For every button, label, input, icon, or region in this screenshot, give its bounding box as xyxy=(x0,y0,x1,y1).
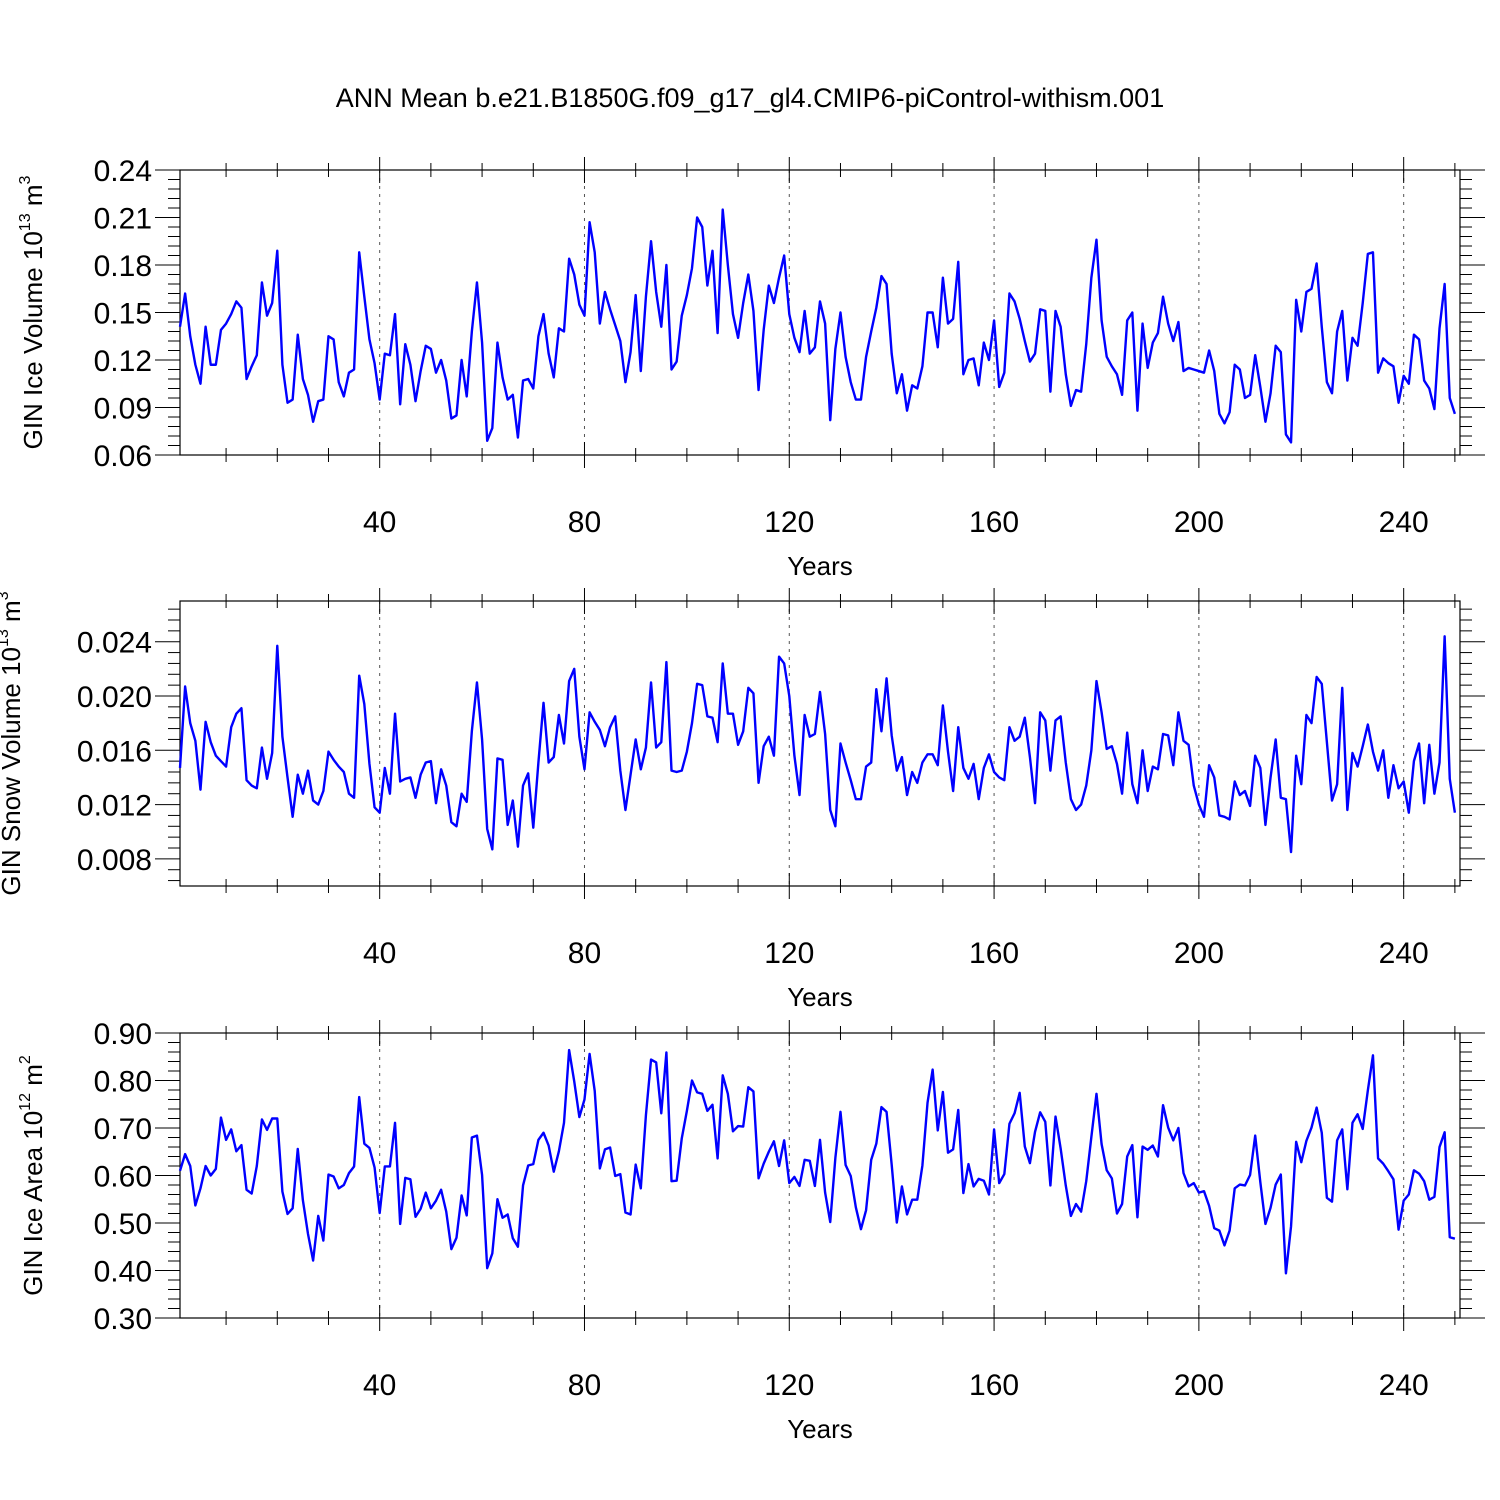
figure-title: ANN Mean b.e21.B1850G.f09_g17_gl4.CMIP6-… xyxy=(336,83,1164,113)
x-tick-label: 40 xyxy=(363,937,396,970)
x-axis-title: Years xyxy=(787,982,853,1012)
x-tick-label: 160 xyxy=(969,506,1019,539)
y-tick-label: 0.12 xyxy=(94,345,152,378)
x-tick-label: 80 xyxy=(568,506,601,539)
y-tick-label: 0.15 xyxy=(94,298,152,331)
y-tick-label: 0.21 xyxy=(94,203,152,236)
y-axis-title-unit-exponent: 3 xyxy=(0,591,12,600)
y-axis-title-text: GIN Snow Volume 10 xyxy=(0,647,26,896)
x-tick-label: 200 xyxy=(1174,937,1224,970)
x-tick-label: 240 xyxy=(1379,937,1429,970)
x-axis-title: Years xyxy=(787,551,853,581)
x-tick-label: 80 xyxy=(568,937,601,970)
y-axis-title: GIN Ice Area 1012 m2 xyxy=(17,1055,48,1296)
series-line xyxy=(178,208,1457,444)
series-line xyxy=(178,635,1457,854)
panel-2: 0.008 0.012 0.016 0.020 0.024 40 80 120 160 200 24… xyxy=(0,588,1485,1012)
y-tick-label: 0.90 xyxy=(94,1018,152,1051)
x-tick-label: 120 xyxy=(764,937,814,970)
x-tick-label: 200 xyxy=(1174,506,1224,539)
y-tick-label: 0.30 xyxy=(94,1303,152,1336)
y-axis-title: GIN Snow Volume 1013 m3 xyxy=(0,591,26,895)
y-axis-title-text: GIN Ice Volume 10 xyxy=(18,231,48,449)
panel-3: 0.30 0.40 0.50 0.60 0.70 0.80 0.90 40 80 120 160 20… xyxy=(17,1018,1485,1444)
y-tick-label: 0.80 xyxy=(94,1066,152,1099)
y-axis-title-unit: m xyxy=(0,600,26,629)
x-tick-label: 160 xyxy=(969,1369,1019,1402)
y-axis-title: GIN Ice Volume 1013 m3 xyxy=(17,175,48,449)
series-line xyxy=(178,1048,1456,1275)
x-tick-label: 120 xyxy=(764,506,814,539)
y-axis-title-unit: m xyxy=(18,184,48,213)
y-tick-label: 0.40 xyxy=(94,1256,152,1289)
x-tick-label: 80 xyxy=(568,1369,601,1402)
x-tick-label: 120 xyxy=(764,1369,814,1402)
x-tick-label: 160 xyxy=(969,937,1019,970)
y-tick-label: 0.24 xyxy=(94,155,152,188)
y-axis-title-unit-exponent: 3 xyxy=(17,175,34,184)
y-tick-label: 0.70 xyxy=(94,1113,152,1146)
y-axis-title-exponent: 12 xyxy=(17,1093,34,1111)
y-tick-label: 0.09 xyxy=(94,393,152,426)
panel-1: 0.06 0.09 0.12 0.15 0.18 0.21 0.24 40 80 120 160 20… xyxy=(17,155,1485,581)
plot-frame xyxy=(179,600,1461,887)
y-tick-label: 0.18 xyxy=(94,250,152,283)
y-tick-label: 0.020 xyxy=(77,681,152,714)
plot-frame xyxy=(179,169,1461,456)
y-axis-title-text: GIN Ice Area 10 xyxy=(18,1111,48,1296)
y-tick-label: 0.016 xyxy=(77,735,152,768)
y-axis-title-unit: m xyxy=(18,1064,48,1093)
y-tick-label: 0.012 xyxy=(77,790,152,823)
y-axis-title-exponent: 13 xyxy=(17,213,34,231)
x-tick-label: 200 xyxy=(1174,1369,1224,1402)
x-tick-label: 40 xyxy=(363,1369,396,1402)
x-tick-label: 240 xyxy=(1379,1369,1429,1402)
x-axis-title: Years xyxy=(787,1414,853,1444)
y-tick-label: 0.50 xyxy=(94,1208,152,1241)
y-tick-label: 0.008 xyxy=(77,844,152,877)
x-tick-label: 40 xyxy=(363,506,396,539)
y-tick-label: 0.024 xyxy=(77,627,152,660)
y-axis-title-unit-exponent: 2 xyxy=(17,1055,34,1064)
y-tick-label: 0.60 xyxy=(94,1161,152,1194)
x-tick-label: 240 xyxy=(1379,506,1429,539)
y-axis-title-exponent: 13 xyxy=(0,629,12,647)
plot-frame xyxy=(179,1032,1461,1319)
y-tick-label: 0.06 xyxy=(94,440,152,473)
